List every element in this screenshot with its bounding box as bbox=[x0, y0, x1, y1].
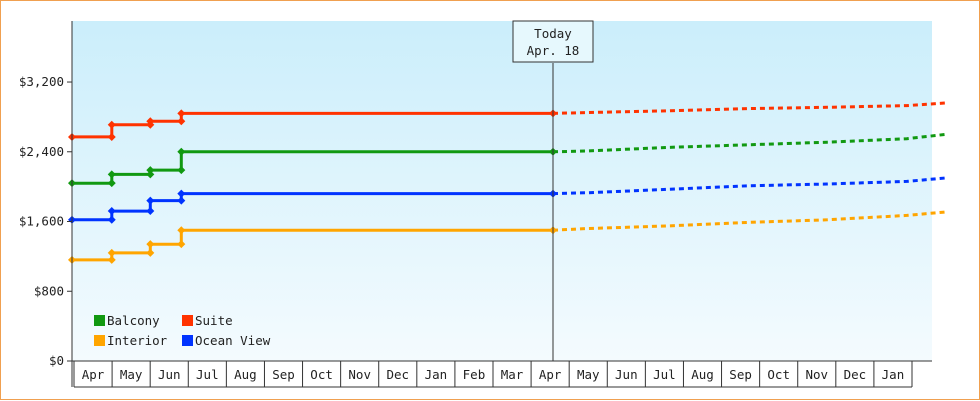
data-point-ocean-view bbox=[107, 215, 116, 224]
y-tick-label: $0 bbox=[49, 353, 64, 368]
x-tick-label: Dec bbox=[386, 367, 409, 382]
x-tick-label: Dec bbox=[844, 367, 867, 382]
x-tick-label: Jul bbox=[196, 367, 219, 382]
today-date: Apr. 18 bbox=[527, 43, 580, 58]
x-tick-label: Mar bbox=[501, 367, 524, 382]
data-point-interior bbox=[146, 240, 155, 249]
x-tick-label: Sep bbox=[272, 367, 295, 382]
x-tick-label: Apr bbox=[82, 367, 105, 382]
y-tick-label: $2,400 bbox=[19, 144, 64, 159]
legend-label-suite: Suite bbox=[195, 313, 233, 328]
data-point-balcony bbox=[177, 147, 186, 156]
data-point-interior bbox=[107, 248, 116, 257]
x-tick-label: Jan bbox=[882, 367, 905, 382]
x-tick-label: Oct bbox=[310, 367, 333, 382]
data-point-interior bbox=[177, 240, 186, 249]
x-tick-label: Jun bbox=[158, 367, 181, 382]
x-tick-label: Sep bbox=[729, 367, 752, 382]
x-tick-label: May bbox=[577, 367, 600, 382]
data-point-ocean-view bbox=[146, 196, 155, 205]
x-tick-label: Oct bbox=[767, 367, 790, 382]
data-point-ocean-view bbox=[177, 189, 186, 198]
legend-swatch-balcony bbox=[94, 315, 105, 326]
y-tick-label: $3,200 bbox=[19, 74, 64, 89]
data-point-suite bbox=[107, 132, 116, 141]
x-tick-label: Nov bbox=[348, 367, 371, 382]
data-point-suite bbox=[146, 117, 155, 126]
today-box bbox=[512, 20, 594, 63]
data-point-ocean-view bbox=[177, 196, 186, 205]
x-tick-label: Apr bbox=[539, 367, 562, 382]
x-tick-label: Jul bbox=[653, 367, 676, 382]
data-point-suite bbox=[177, 117, 186, 126]
x-tick-label: Jan bbox=[425, 367, 448, 382]
data-point-balcony bbox=[107, 170, 116, 179]
series-forecast-ocean-view bbox=[552, 176, 947, 196]
data-point-balcony bbox=[146, 170, 155, 179]
data-point-suite bbox=[107, 120, 116, 129]
legend-swatch-ocean-view bbox=[182, 335, 193, 346]
data-point-ocean-view bbox=[146, 207, 155, 216]
series-forecast-balcony bbox=[552, 132, 947, 154]
x-tick-label: Aug bbox=[691, 367, 714, 382]
legend-label-interior: Interior bbox=[107, 333, 168, 348]
data-point-interior bbox=[177, 226, 186, 235]
series-forecast-suite bbox=[552, 101, 947, 115]
y-tick-label: $1,600 bbox=[19, 214, 64, 229]
plot-area bbox=[72, 21, 932, 361]
data-point-suite bbox=[177, 109, 186, 118]
x-tick-label: Jun bbox=[615, 367, 638, 382]
x-tick-label: Feb bbox=[463, 367, 486, 382]
x-tick-label: Aug bbox=[234, 367, 257, 382]
legend-label-balcony: Balcony bbox=[107, 313, 160, 328]
x-tick-label: May bbox=[120, 367, 143, 382]
data-point-ocean-view bbox=[107, 207, 116, 216]
x-tick-label: Nov bbox=[805, 367, 828, 382]
data-point-interior bbox=[107, 255, 116, 264]
data-point-balcony bbox=[146, 166, 155, 175]
legend-swatch-suite bbox=[182, 315, 193, 326]
data-point-balcony bbox=[107, 179, 116, 188]
data-point-interior bbox=[146, 248, 155, 257]
y-tick-label: $800 bbox=[34, 283, 64, 298]
data-point-balcony bbox=[177, 166, 186, 175]
today-label: Today bbox=[534, 26, 572, 41]
legend-swatch-interior bbox=[94, 335, 105, 346]
series-forecast-interior bbox=[552, 210, 947, 232]
legend-label-ocean-view: Ocean View bbox=[195, 333, 271, 348]
